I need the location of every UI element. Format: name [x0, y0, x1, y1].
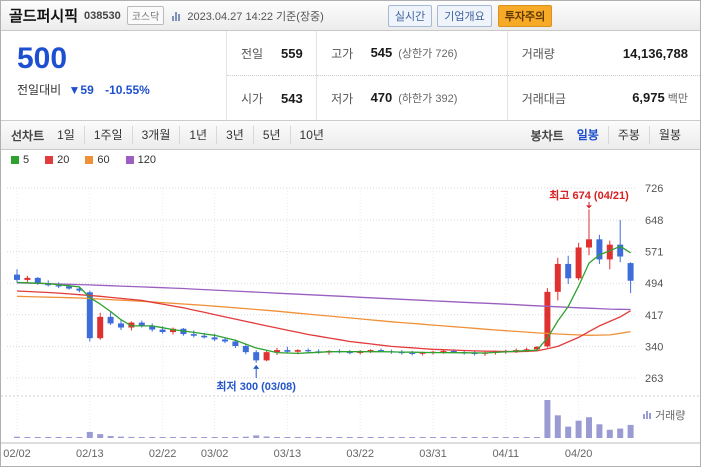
market-badge: 코스닥 — [126, 6, 165, 25]
price-summary: 500 전일대비 ▼59 -10.55% — [1, 31, 227, 120]
ma5-line — [16, 245, 631, 355]
ma60-line — [16, 295, 631, 336]
legend-item-ma60: 60 — [85, 154, 110, 166]
volume-icon — [643, 414, 645, 419]
amount-unit: 백만 — [667, 93, 688, 105]
legend-swatch — [45, 156, 54, 164]
tab-1주일[interactable]: 1주일 — [83, 126, 132, 144]
volume-pane-label: 거래량 — [643, 409, 685, 422]
open-label: 시가 — [241, 91, 264, 106]
ma-legend: 5 20 60 120 — [1, 150, 700, 166]
change-label: 전일대비 — [17, 83, 62, 97]
low-label: 저가 — [316, 75, 369, 120]
svg-text:417: 417 — [645, 310, 663, 322]
volume-value: 14,136,788 — [577, 31, 700, 76]
candles — [14, 209, 634, 363]
price-section: 500 전일대비 ▼59 -10.55% 전일 559 고가 545 (상한가 7… — [1, 31, 700, 121]
current-price: 500 — [17, 42, 68, 75]
chart-period-tabbar: 선차트 1일 1주일 3개월 1년 3년 5년 10년 봉차트 일봉 주봉 월봉 — [1, 121, 700, 150]
tab-5년[interactable]: 5년 — [252, 126, 290, 144]
volume-label: 거래량 — [506, 31, 578, 76]
legend-item-ma5: 5 — [11, 154, 29, 166]
down-arrow-icon: ▼ — [68, 83, 81, 97]
ma120-line — [16, 282, 631, 311]
open-value: 543 — [281, 90, 303, 106]
change-percent: -10.55% — [105, 83, 150, 97]
candle-chart-group-label: 봉차트 — [530, 128, 564, 143]
header-bar: 골드퍼시픽 038530 코스닥 2023.04.27 14:22 기준(장중)… — [1, 1, 700, 31]
svg-text:648: 648 — [645, 215, 663, 227]
tab-1일[interactable]: 1일 — [57, 128, 75, 142]
svg-text:거래량: 거래량 — [655, 409, 685, 422]
table-row: 시가 543 저가 470 (하한가 392) 거래대금 6,975 백만 — [227, 75, 700, 120]
candle-chart-tabs: 일봉 주봉 월봉 — [568, 126, 690, 144]
low-value: 470 (하한가 392) — [370, 90, 458, 105]
svg-text:03/31: 03/31 — [419, 448, 447, 460]
svg-text:04/11: 04/11 — [492, 448, 519, 460]
svg-text:263: 263 — [645, 373, 663, 385]
stock-code: 038530 — [84, 9, 121, 22]
realtime-badge[interactable]: 실시간 — [387, 4, 433, 27]
tab-3년[interactable]: 3년 — [216, 126, 253, 144]
prev-close-label: 전일 — [227, 31, 279, 76]
y-axis-labels: 726 648 571 494 417 340 263 — [645, 183, 663, 385]
mini-chart-icon — [172, 11, 181, 21]
annotation-low: 최저 300 (03/08) — [216, 364, 296, 393]
legend-item-ma120: 120 — [125, 154, 156, 166]
svg-text:최고 674 (04/21): 최고 674 (04/21) — [549, 188, 629, 202]
line-chart-tabs: 1일 1주일 3개월 1년 3년 5년 10년 — [48, 126, 333, 144]
upper-limit: (상한가 726) — [398, 48, 458, 60]
tab-1년[interactable]: 1년 — [179, 126, 217, 144]
svg-text:최저 300 (03/08): 최저 300 (03/08) — [216, 379, 296, 393]
lower-limit: (하한가 392) — [398, 93, 458, 105]
investment-warning-badge: 투자주의 — [497, 4, 553, 27]
amount-label: 거래대금 — [506, 75, 578, 120]
tab-일봉[interactable]: 일봉 — [576, 128, 599, 142]
svg-text:02/13: 02/13 — [76, 448, 104, 460]
volume-bars — [14, 400, 634, 438]
svg-text:571: 571 — [645, 247, 663, 259]
svg-text:726: 726 — [645, 183, 663, 195]
company-overview-badge[interactable]: 기업개요 — [437, 4, 492, 27]
stock-title: 골드퍼시픽 — [9, 8, 79, 25]
legend-swatch — [125, 156, 134, 164]
svg-text:02/22: 02/22 — [149, 448, 177, 460]
stock-candle-chart: 726 648 571 494 417 340 263 최고 674 (04/21) 최저 30… — [1, 183, 700, 460]
legend-swatch — [85, 156, 94, 164]
price-detail-table: 전일 559 고가 545 (상한가 726) 거래량 14,136,788 시가… — [227, 31, 700, 120]
candle-chart-group: 봉차트 일봉 주봉 월봉 — [531, 126, 690, 144]
tab-3개월[interactable]: 3개월 — [131, 126, 180, 144]
line-chart-group-label: 선차트 — [11, 128, 45, 143]
svg-text:02/02: 02/02 — [3, 448, 31, 460]
svg-text:03/02: 03/02 — [201, 448, 229, 460]
chart-area: 5 20 60 120 726 648 571 494 417 340 263 최고 674 (04… — [1, 150, 700, 466]
legend-swatch — [11, 156, 19, 164]
high-label: 고가 — [316, 31, 369, 76]
svg-text:03/22: 03/22 — [346, 448, 374, 460]
svg-text:494: 494 — [645, 278, 663, 290]
amount-value: 6,975 백만 — [632, 90, 688, 105]
svg-text:04/20: 04/20 — [565, 448, 593, 460]
svg-text:340: 340 — [645, 341, 663, 353]
prev-close-value: 559 — [279, 31, 317, 76]
tab-월봉[interactable]: 월봉 — [648, 126, 690, 144]
legend-item-ma20: 20 — [45, 154, 69, 166]
tab-10년[interactable]: 10년 — [289, 126, 333, 144]
table-row: 전일 559 고가 545 (상한가 726) 거래량 14,136,788 — [227, 31, 700, 76]
annotation-high: 최고 674 (04/21) — [549, 188, 629, 209]
x-axis-labels: 02/02 02/13 02/22 03/02 03/13 03/22 03/31 04/11… — [3, 448, 592, 460]
high-value: 545 (상한가 726) — [368, 31, 508, 76]
change-value: ▼59 — [68, 83, 94, 97]
datetime-label: 2023.04.27 14:22 기준(장중) — [187, 10, 324, 23]
price-change-row: 전일대비 ▼59 -10.55% — [17, 81, 226, 98]
tab-주봉[interactable]: 주봉 — [607, 126, 649, 144]
svg-text:03/13: 03/13 — [274, 448, 302, 460]
